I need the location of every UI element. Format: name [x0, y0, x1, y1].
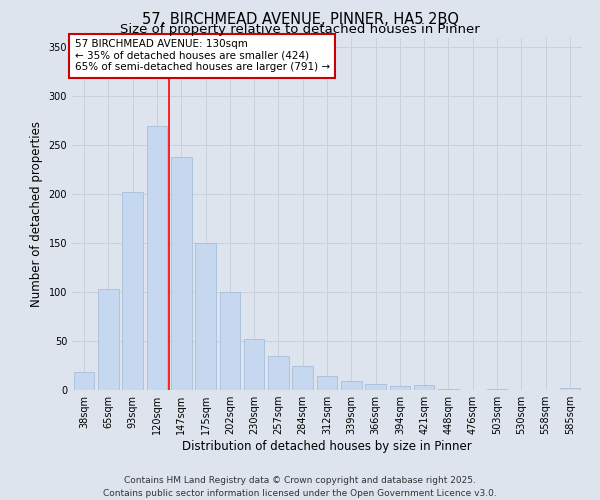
Bar — [195, 243, 216, 390]
Text: Contains HM Land Registry data © Crown copyright and database right 2025.
Contai: Contains HM Land Registry data © Crown c… — [103, 476, 497, 498]
Y-axis label: Number of detached properties: Number of detached properties — [30, 120, 43, 306]
Bar — [146, 126, 167, 390]
Bar — [268, 356, 289, 390]
Text: 57, BIRCHMEAD AVENUE, PINNER, HA5 2BQ: 57, BIRCHMEAD AVENUE, PINNER, HA5 2BQ — [142, 12, 458, 28]
Bar — [487, 389, 508, 390]
Bar — [560, 388, 580, 390]
Bar — [220, 292, 240, 390]
Bar — [341, 381, 362, 390]
Bar — [171, 157, 191, 390]
Bar — [389, 386, 410, 390]
Bar — [98, 289, 119, 390]
Bar — [122, 192, 143, 390]
Bar — [438, 389, 459, 390]
Bar — [414, 385, 434, 390]
Bar — [244, 339, 265, 390]
X-axis label: Distribution of detached houses by size in Pinner: Distribution of detached houses by size … — [182, 440, 472, 453]
Bar — [74, 372, 94, 390]
Bar — [292, 366, 313, 390]
Bar — [365, 384, 386, 390]
Text: Size of property relative to detached houses in Pinner: Size of property relative to detached ho… — [120, 22, 480, 36]
Text: 57 BIRCHMEAD AVENUE: 130sqm
← 35% of detached houses are smaller (424)
65% of se: 57 BIRCHMEAD AVENUE: 130sqm ← 35% of det… — [74, 40, 329, 72]
Bar — [317, 376, 337, 390]
